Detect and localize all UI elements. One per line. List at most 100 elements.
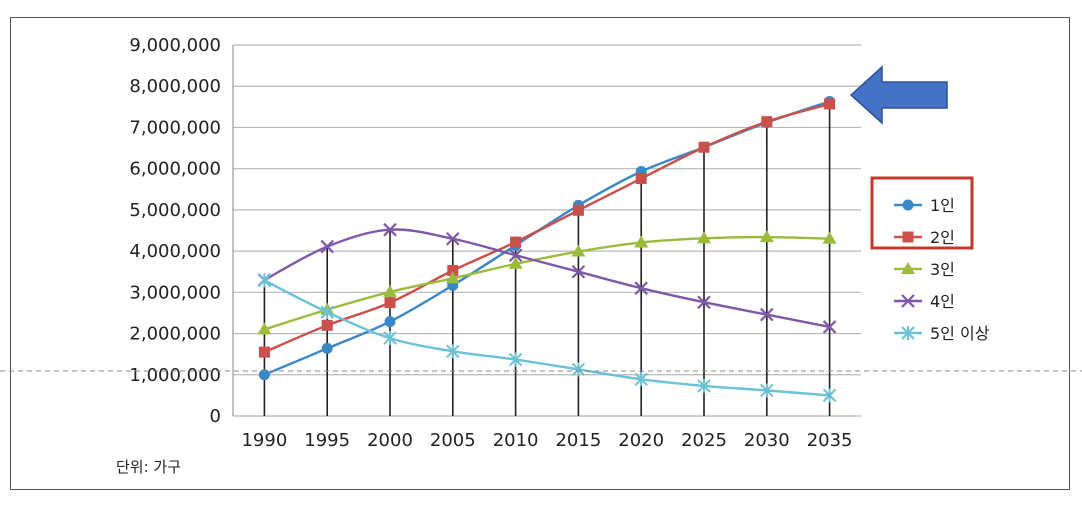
data-point (634, 281, 648, 295)
data-point (384, 297, 396, 309)
x-stroke (822, 320, 837, 334)
legend-item: 4인 (894, 292, 955, 311)
highlight-box (870, 176, 974, 250)
data-point (824, 98, 836, 110)
grid-layer (233, 44, 861, 417)
y-tick-label: 2,000,000 (129, 324, 221, 345)
data-point (446, 231, 460, 246)
data-point (258, 369, 270, 381)
data-point (383, 331, 397, 346)
y-tick-label: 9,000,000 (129, 35, 221, 56)
legend-label: 2인 (930, 228, 955, 247)
data-point (698, 141, 710, 153)
data-point (508, 256, 523, 269)
legend-item: 2인 (894, 228, 955, 247)
data-point (697, 295, 711, 310)
legend-item: 1인 (894, 196, 955, 215)
x-stroke (901, 294, 915, 308)
x-tick-label: 2015 (555, 430, 601, 451)
data-point (446, 344, 460, 359)
x-stroke (571, 264, 586, 279)
data-point (635, 173, 647, 185)
x-stroke (508, 248, 523, 263)
data-point (572, 204, 584, 216)
data-point (902, 231, 914, 243)
y-tick-label: 3,000,000 (129, 282, 221, 303)
data-point (697, 378, 711, 393)
data-point (571, 244, 586, 257)
y-tick-label: 4,000,000 (129, 241, 221, 262)
data-point (571, 362, 586, 377)
x-tick-label: 2010 (493, 430, 539, 451)
y-tick-label: 5,000,000 (129, 200, 221, 221)
x-tick-label: 2005 (430, 430, 476, 451)
x-tick-label: 2000 (367, 430, 413, 451)
x-stroke (697, 295, 711, 310)
data-point (384, 316, 396, 328)
axis-layer: 0 1,000,000 2,000,000 3,000,000 4,000,000 5,0… (129, 35, 852, 451)
x-tick-label: 1995 (304, 430, 350, 451)
data-point (902, 199, 914, 211)
data-point (822, 231, 837, 244)
series-line (263, 102, 830, 354)
data-point (508, 352, 523, 367)
legend-item: 3인 (894, 260, 955, 279)
data-point (901, 262, 915, 274)
data-point (634, 372, 648, 387)
y-tick-label: 1,000,000 (129, 365, 221, 386)
legend-item: 5인 이상 (894, 324, 990, 343)
x-tick-label: 2030 (744, 430, 790, 451)
data-point (257, 273, 272, 288)
y-tick-label: 0 (210, 406, 221, 427)
x-stroke (760, 307, 774, 322)
data-point (257, 322, 272, 335)
data-point (445, 271, 460, 284)
data-point (321, 342, 333, 354)
data-point (383, 222, 397, 237)
data-point (383, 284, 397, 297)
data-point (901, 326, 915, 340)
data-point (258, 346, 270, 358)
legend: 1인 2인 3인 4인 5인 이상 (894, 196, 990, 343)
x-tick-label: 1990 (241, 430, 287, 451)
annotation-layer (0, 65, 1082, 372)
data-point (822, 388, 837, 403)
x-tick-label: 2020 (618, 430, 664, 451)
vertical-drop-lines (263, 101, 831, 416)
data-point (320, 305, 334, 320)
legend-label: 5인 이상 (930, 324, 990, 343)
x-stroke (634, 281, 648, 295)
series-layer (257, 95, 837, 403)
legend-label: 4인 (930, 292, 955, 311)
data-point (321, 319, 333, 331)
series-line (263, 279, 830, 397)
data-point (901, 294, 915, 308)
data-point (760, 307, 774, 322)
data-point (760, 383, 774, 398)
y-tick-label: 8,000,000 (129, 76, 221, 97)
arrow-icon (849, 65, 948, 125)
x-stroke (383, 222, 397, 237)
data-point (634, 235, 649, 248)
data-point (447, 264, 459, 276)
data-point (508, 248, 523, 263)
y-tick-label: 6,000,000 (129, 159, 221, 180)
series-square (258, 98, 836, 358)
legend-label: 3인 (930, 260, 955, 279)
data-point (697, 231, 711, 244)
series-x (257, 222, 837, 334)
data-point (759, 230, 774, 243)
x-tick-label: 2035 (807, 430, 853, 451)
y-tick-label: 7,000,000 (129, 117, 221, 138)
x-stroke (446, 231, 460, 246)
data-point (571, 264, 586, 279)
x-stroke (320, 239, 334, 254)
series-line (263, 228, 830, 329)
unit-label: 단위: 가구 (116, 458, 181, 476)
data-point (822, 320, 837, 334)
series-star (257, 273, 837, 403)
data-point (320, 239, 334, 254)
data-point (510, 236, 522, 248)
legend-label: 1인 (930, 196, 955, 215)
